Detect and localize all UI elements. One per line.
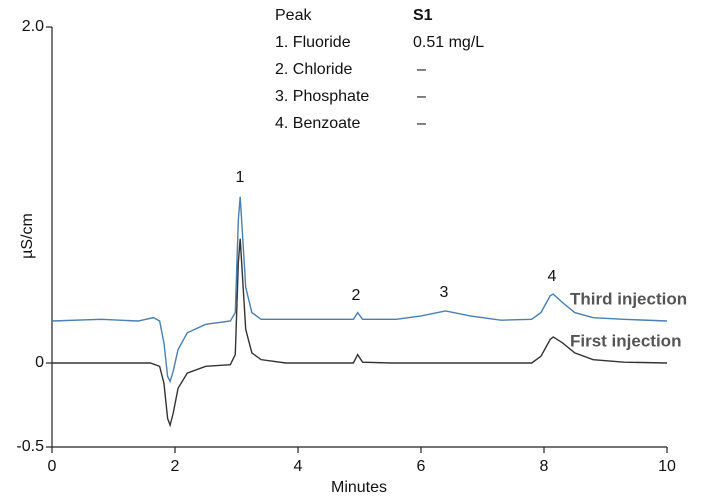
x-axis-label: Minutes [331, 479, 387, 496]
table-cell: – [417, 115, 426, 132]
table-cell: 1. Fluoride [275, 34, 351, 51]
y-tick-label: 2.0 [22, 18, 44, 35]
series-label: Third injection [570, 289, 687, 308]
y-tick-label: -0.5 [16, 438, 44, 455]
table-cell: 2. Chloride [275, 61, 352, 78]
table-cell: – [417, 88, 426, 105]
x-tick-label: 8 [540, 458, 549, 475]
table-header: Peak [275, 7, 312, 24]
x-tick-label: 2 [171, 458, 180, 475]
series-line [52, 238, 668, 428]
x-tick-label: 0 [48, 458, 57, 475]
peak-label: 2 [352, 287, 361, 304]
x-tick-label: 6 [417, 458, 426, 475]
series-line [51, 196, 668, 384]
peak-label: 4 [548, 268, 557, 285]
table-cell: – [417, 61, 426, 78]
table-cell: 3. Phosphate [275, 88, 369, 105]
series-label: First injection [570, 331, 681, 350]
x-tick-label: 10 [658, 458, 676, 475]
x-tick-label: 4 [294, 458, 303, 475]
table-header: S1 [413, 7, 433, 24]
y-axis-label: µS/cm [19, 213, 36, 259]
table-cell: 4. Benzoate [275, 115, 361, 132]
y-tick-label: 0 [35, 354, 44, 371]
table-cell: 0.51 mg/L [413, 34, 484, 51]
peak-label: 1 [236, 169, 245, 186]
peak-label: 3 [440, 284, 449, 301]
